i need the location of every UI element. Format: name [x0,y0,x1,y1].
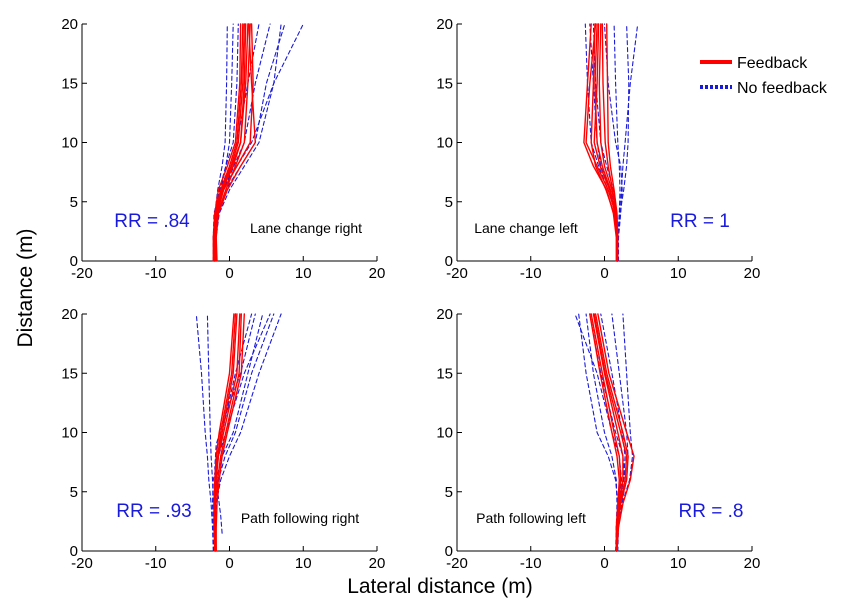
feedback-trajectory [593,313,628,552]
x-tick-label: 20 [369,265,386,282]
rr-annotation: RR = .84 [114,211,190,232]
panels: -20 -10 0 10 20 0 5 10 15 20 RR = .84 Lane change r… [61,16,760,572]
x-tick-label: 0 [600,265,608,282]
y-tick-label: 0 [70,253,78,270]
y-tick-label: 20 [436,16,453,33]
y-tick-label: 5 [445,484,453,501]
panel: -20 -10 0 10 20 0 5 10 15 20 RR = .84 Lane change r… [61,16,385,282]
y-tick-label: 0 [445,253,453,270]
feedback-trajectory [213,23,242,262]
x-tick-label: 0 [225,265,233,282]
x-tick-label: 0 [600,555,608,572]
x-tick-label: -10 [145,555,167,572]
feedback-trajectory [593,23,618,262]
no-feedback-trajectory [195,313,214,552]
no-feedback-series [584,23,639,262]
y-tick-label: 20 [61,16,78,33]
y-tick-label: 20 [436,306,453,323]
x-tick-label: 10 [670,555,687,572]
y-tick-label: 0 [70,543,78,560]
x-axis-title: Lateral distance (m) [347,575,533,598]
y-tick-label: 5 [445,194,453,211]
feedback-trajectory [215,23,257,262]
x-tick-label: 20 [369,555,386,572]
y-axis-title: Distance (m) [14,228,37,347]
feedback-trajectory [213,313,235,552]
x-tick-label: 10 [295,265,312,282]
legend: Feedback No feedback [700,55,828,97]
feedback-trajectory [606,23,619,262]
no-feedback-trajectory [584,23,620,262]
condition-label: Path following right [241,510,359,526]
x-tick-label: 20 [744,555,761,572]
feedback-trajectory [214,23,254,262]
y-tick-label: 15 [436,75,453,92]
feedback-trajectory [214,23,246,262]
x-tick-label: -20 [446,555,468,572]
panel: -20 -10 0 10 20 0 5 10 15 20 RR = 1 Lane change lef… [436,16,760,282]
legend-label: No feedback [737,80,828,97]
no-feedback-trajectory [211,313,271,552]
y-tick-label: 5 [70,194,78,211]
x-tick-label: 10 [295,555,312,572]
feedback-series [212,23,257,262]
no-feedback-trajectory [616,23,630,262]
feedback-trajectory [215,313,246,552]
condition-label: Lane change left [474,220,578,236]
panel: -20 -10 0 10 20 0 5 10 15 20 RR = .93 Path followin… [61,306,385,572]
x-tick-label: 20 [744,265,761,282]
condition-label: Path following left [476,510,586,526]
legend-label: Feedback [737,55,808,72]
condition-label: Lane change right [250,220,362,236]
feedback-series [213,313,246,552]
feedback-trajectory [597,313,635,552]
feedback-series [583,23,619,262]
x-tick-label: -20 [71,265,93,282]
feedback-trajectory [589,313,620,552]
x-tick-label: -10 [145,265,167,282]
rr-annotation: RR = .8 [679,501,744,522]
y-tick-label: 10 [436,425,453,442]
rr-annotation: RR = 1 [670,211,730,232]
x-tick-label: 10 [670,265,687,282]
x-tick-label: -20 [71,555,93,572]
y-tick-label: 10 [61,135,78,152]
x-tick-label: -10 [520,555,542,572]
no-feedback-trajectory [603,23,623,262]
x-tick-label: 0 [225,555,233,572]
y-tick-label: 10 [436,135,453,152]
x-tick-label: -10 [520,265,542,282]
y-tick-label: 20 [61,306,78,323]
rr-annotation: RR = .93 [116,501,192,522]
y-tick-label: 15 [61,365,78,382]
y-tick-label: 10 [61,425,78,442]
y-tick-label: 0 [445,543,453,560]
y-tick-label: 15 [61,75,78,92]
y-tick-label: 15 [436,365,453,382]
panel: -20 -10 0 10 20 0 5 10 15 20 RR = .8 Path following… [436,306,760,572]
y-tick-label: 5 [70,484,78,501]
feedback-series [589,313,635,552]
x-tick-label: -20 [446,265,468,282]
